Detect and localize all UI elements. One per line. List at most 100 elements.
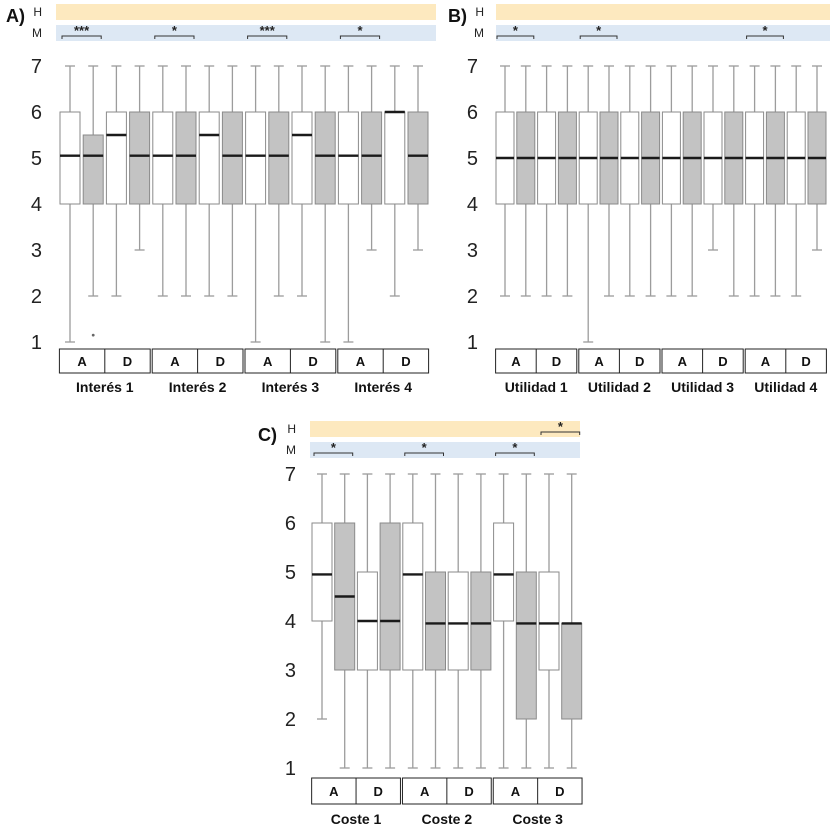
condition-label-d: D	[718, 354, 727, 369]
m-band	[310, 442, 580, 458]
condition-label-a: A	[263, 354, 273, 369]
significance-label: ***	[260, 23, 276, 38]
group-label: Utilidad 1	[505, 379, 568, 395]
condition-label-a: A	[678, 354, 688, 369]
outlier-point	[91, 333, 95, 337]
condition-label-a: A	[77, 354, 87, 369]
significance-bracket	[154, 35, 195, 39]
iqr-box	[538, 571, 560, 671]
y-tick-label: 7	[467, 56, 478, 78]
iqr-box	[402, 522, 424, 671]
significance-bracket	[339, 35, 381, 39]
box-white	[198, 65, 220, 297]
significance-bracket	[313, 452, 354, 456]
condition-label-d: D	[308, 354, 317, 369]
y-tick-label: 6	[285, 513, 296, 535]
m-band	[56, 25, 436, 41]
significance-bracket	[61, 35, 102, 39]
iqr-box	[245, 111, 267, 205]
y-tick-label: 1	[467, 332, 478, 354]
iqr-box	[384, 111, 406, 205]
iqr-box	[268, 111, 290, 205]
significance-label: *	[331, 440, 337, 455]
condition-label-d: D	[464, 784, 473, 799]
box-gray	[334, 473, 356, 769]
condition-label-d: D	[216, 354, 225, 369]
significance-label: *	[762, 23, 768, 38]
box-white	[105, 65, 127, 297]
h-band	[496, 4, 830, 20]
condition-label-d: D	[374, 784, 383, 799]
box-gray	[599, 65, 619, 297]
box-white	[245, 65, 267, 343]
iqr-box	[407, 111, 429, 205]
box-gray	[724, 65, 744, 297]
box-white	[537, 65, 557, 297]
condition-label-a: A	[594, 354, 604, 369]
box-white	[152, 65, 174, 297]
iqr-box	[59, 111, 81, 205]
significance-label: *	[357, 23, 363, 38]
box-gray	[221, 65, 243, 297]
iqr-box	[425, 571, 446, 671]
iqr-box	[311, 522, 333, 622]
y-tick-label: 5	[467, 148, 478, 170]
significance-label: *	[512, 440, 518, 455]
m-stratum-label: M	[286, 443, 296, 457]
condition-label-a: A	[761, 354, 771, 369]
condition-label-d: D	[123, 354, 132, 369]
significance-label: *	[513, 23, 519, 38]
y-tick-label: 7	[31, 56, 42, 78]
box-white	[59, 65, 81, 343]
m-stratum-label: M	[32, 26, 42, 40]
box-gray	[561, 473, 583, 769]
panel-label: C)	[258, 425, 277, 445]
m-stratum-label: M	[474, 26, 484, 40]
box-white	[493, 473, 515, 769]
iqr-box	[314, 111, 336, 205]
box-white	[661, 65, 681, 297]
box-gray	[516, 65, 536, 297]
box-gray	[470, 473, 492, 769]
box-white	[495, 65, 515, 297]
y-tick-label: 1	[31, 332, 42, 354]
box-white	[578, 65, 598, 343]
y-tick-label: 3	[467, 240, 478, 262]
significance-bracket	[579, 35, 618, 39]
significance-bracket	[495, 452, 535, 456]
iqr-box	[493, 522, 515, 622]
h-band	[56, 4, 436, 20]
box-white	[291, 65, 313, 297]
group-label: Coste 3	[512, 811, 563, 827]
condition-label-a: A	[420, 784, 430, 799]
iqr-box	[337, 111, 359, 205]
panel-label: B)	[448, 6, 467, 26]
significance-label: *	[596, 23, 602, 38]
h-stratum-label: H	[475, 5, 484, 19]
iqr-box	[291, 111, 313, 205]
box-white	[311, 473, 333, 720]
box-gray	[557, 65, 577, 297]
y-tick-label: 6	[31, 102, 42, 124]
group-label: Utilidad 3	[671, 379, 734, 395]
group-label: Utilidad 2	[588, 379, 651, 395]
iqr-box	[82, 134, 104, 205]
box-white	[620, 65, 640, 297]
box-white	[538, 473, 560, 769]
box-white	[745, 65, 765, 297]
box-white	[384, 65, 406, 297]
iqr-box	[361, 111, 383, 205]
box-gray	[268, 65, 290, 297]
y-tick-label: 2	[467, 286, 478, 308]
y-tick-label: 5	[31, 148, 42, 170]
box-white	[402, 473, 424, 769]
box-gray	[361, 65, 383, 251]
box-gray	[379, 473, 401, 769]
significance-label: *	[422, 440, 428, 455]
iqr-box	[447, 571, 469, 671]
group-label: Utilidad 4	[754, 379, 817, 395]
h-stratum-label: H	[33, 5, 42, 19]
condition-label-a: A	[511, 354, 521, 369]
significance-label: ***	[74, 23, 90, 38]
